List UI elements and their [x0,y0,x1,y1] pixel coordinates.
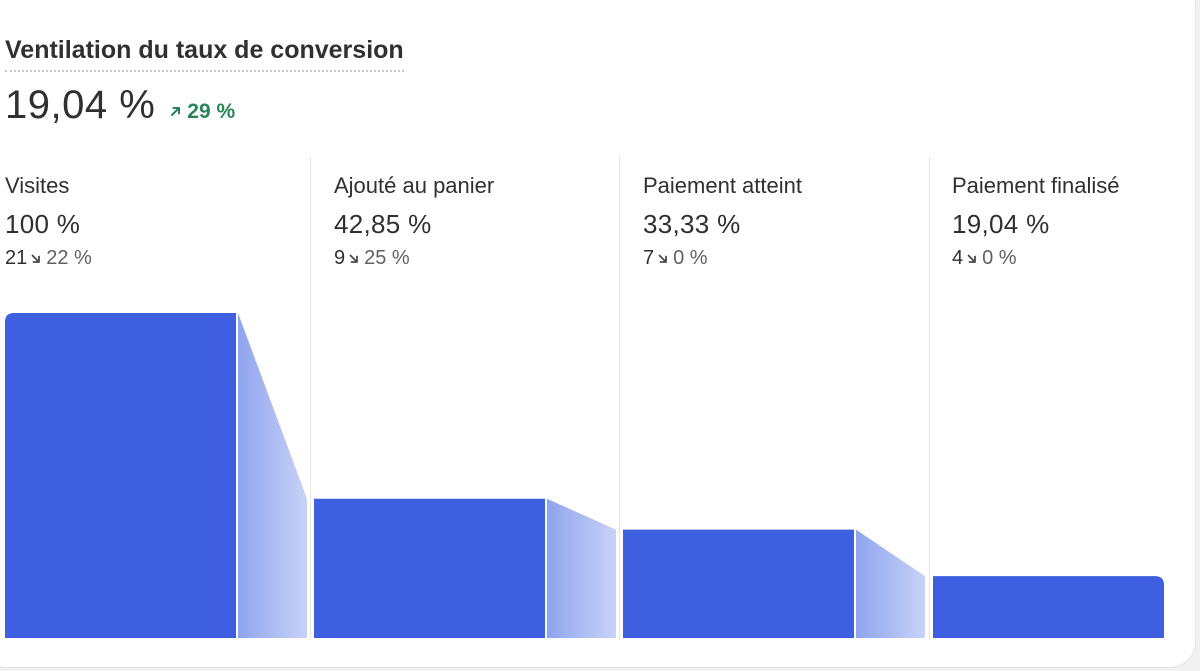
step-percent-visites: 100 % [5,209,81,239]
headline-value: 19,04 % [5,83,156,127]
step-count: 9 [334,247,346,269]
step-count-panier: 9 25 % [334,247,410,270]
step-label-paiement-finalise: Paiement finalisé [952,173,1120,198]
step-count: 4 [952,247,964,269]
headline-change: 29 % [169,100,235,124]
funnel-connector-2 [856,529,925,638]
step-count: 7 [643,247,655,269]
arrow-down-right-icon [657,253,669,265]
column-divider [929,157,930,640]
column-divider [310,157,311,640]
funnel-connector-1 [547,498,616,638]
arrow-down-right-icon [348,253,360,265]
funnel-bar-3[interactable] [933,576,1164,638]
step-change: 25 % [364,247,410,269]
funnel-bar-2[interactable] [623,529,854,638]
step-count-visites: 21 22 % [5,247,92,270]
step-count-paiement-finalise: 4 0 % [952,247,1017,270]
funnel-bar-1[interactable] [314,498,545,638]
funnel-connector-0 [238,313,307,638]
card-title[interactable]: Ventilation du taux de conversion [5,36,404,72]
headline: 19,04 % 29 % [5,83,235,128]
step-label-paiement-atteint: Paiement atteint [643,173,802,198]
step-percent-paiement-atteint: 33,33 % [643,209,741,239]
funnel-bar-0[interactable] [5,313,236,638]
arrow-down-right-icon [966,253,978,265]
column-divider [619,157,620,640]
arrow-down-right-icon [30,253,42,265]
step-label-panier: Ajouté au panier [334,173,495,198]
headline-change-value: 29 % [187,99,236,123]
step-change: 0 % [982,247,1017,269]
arrow-up-right-icon [171,107,181,116]
step-change: 22 % [46,247,92,269]
step-label-visites: Visites [5,173,70,198]
step-percent-panier: 42,85 % [334,209,432,239]
step-count: 21 [5,247,28,269]
step-count-paiement-atteint: 7 0 % [643,247,708,270]
step-percent-paiement-finalise: 19,04 % [952,209,1050,239]
step-change: 0 % [673,247,708,269]
